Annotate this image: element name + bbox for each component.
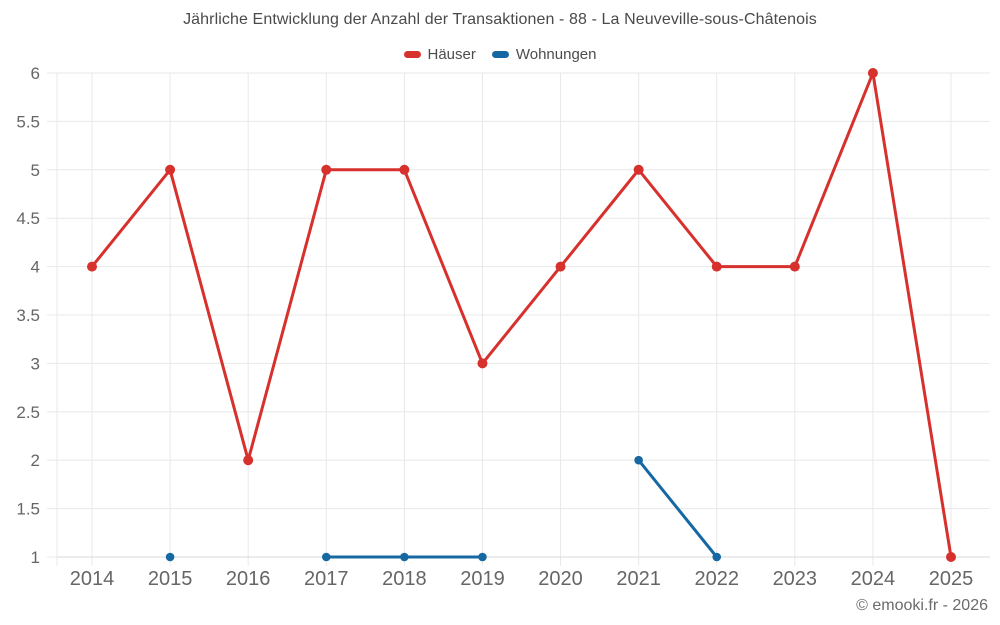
y-axis-tick-label: 4.5: [16, 209, 40, 228]
legend-swatch-hauser: [403, 51, 421, 58]
x-axis-tick-label: 2022: [694, 568, 739, 590]
y-axis-tick-label: 1: [31, 548, 40, 567]
data-point-wohnungen-2019[interactable]: [478, 552, 487, 562]
x-axis-tick-label: 2019: [460, 568, 505, 590]
chart-legend: Häuser Wohnungen: [0, 46, 1000, 63]
y-axis-tick-label: 3: [31, 354, 40, 373]
x-axis-tick-label: 2023: [773, 568, 818, 590]
copyright-credit: © emooki.fr - 2026: [856, 597, 988, 614]
x-axis-tick-label: 2025: [929, 568, 974, 590]
series-line-wohnungen: [637, 458, 719, 559]
x-axis-tick-label: 2024: [851, 568, 896, 590]
data-point-wohnungen-2017[interactable]: [321, 552, 331, 562]
data-point-hauser-2015[interactable]: [165, 164, 176, 175]
data-point-hauser-2021[interactable]: [633, 164, 644, 175]
legend-label: Wohnungen: [515, 46, 597, 63]
x-axis-tick-label: 2017: [304, 568, 349, 590]
legend-item-wohnungen[interactable]: Wohnungen: [491, 46, 597, 63]
data-point-hauser-2014[interactable]: [87, 261, 97, 272]
data-point-wohnungen-2021[interactable]: [634, 455, 643, 465]
data-point-hauser-2022[interactable]: [711, 261, 722, 272]
y-axis-tick-label: 2: [31, 451, 40, 470]
data-point-hauser-2016[interactable]: [243, 455, 254, 466]
y-axis-tick-label: 6: [31, 64, 40, 83]
y-axis-tick-label: 3.5: [16, 306, 40, 325]
data-point-wohnungen-2022[interactable]: [712, 552, 722, 562]
x-axis-tick-label: 2020: [538, 568, 583, 590]
series-line-hauser: [90, 71, 953, 559]
data-point-hauser-2019[interactable]: [477, 358, 488, 369]
data-point-hauser-2020[interactable]: [555, 261, 566, 272]
y-axis-tick-label: 1.5: [16, 500, 40, 519]
x-axis-tick-label: 2014: [70, 568, 115, 590]
data-point-hauser-2018[interactable]: [399, 164, 410, 175]
x-axis-tick-label: 2018: [382, 568, 427, 590]
data-point-wohnungen-2015[interactable]: [165, 552, 175, 562]
y-axis-tick-label: 4: [31, 258, 40, 277]
y-axis-tick-label: 5.5: [16, 112, 40, 131]
data-point-hauser-2025[interactable]: [945, 552, 956, 562]
data-point-hauser-2023[interactable]: [789, 261, 800, 272]
x-axis-tick-label: 2021: [616, 568, 661, 590]
y-axis-tick-label: 2.5: [16, 403, 40, 422]
legend-label: Häuser: [427, 46, 476, 63]
legend-item-hauser[interactable]: Häuser: [403, 46, 476, 63]
x-axis-tick-label: 2016: [226, 568, 271, 590]
x-axis-tick-label: 2015: [148, 568, 193, 590]
y-axis-tick-label: 5: [31, 161, 40, 180]
legend-swatch-wohnungen: [491, 51, 509, 58]
data-point-hauser-2024[interactable]: [867, 68, 878, 78]
data-point-hauser-2017[interactable]: [321, 164, 332, 175]
chart-title: Jährliche Entwicklung der Anzahl der Tra…: [183, 11, 817, 28]
data-point-wohnungen-2018[interactable]: [400, 552, 409, 562]
